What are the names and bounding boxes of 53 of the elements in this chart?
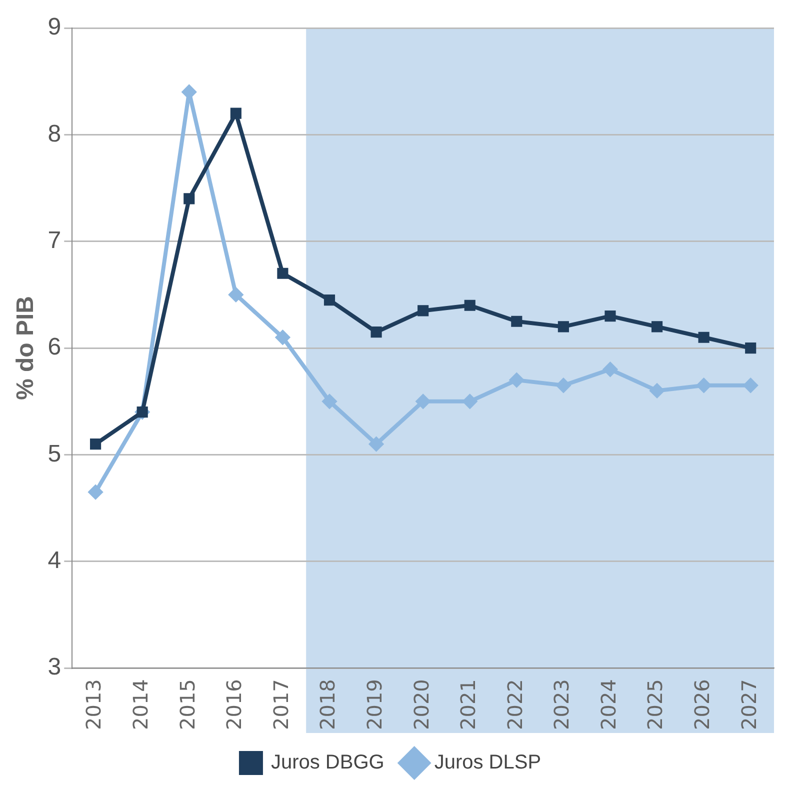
point <box>370 326 382 338</box>
point <box>604 310 616 322</box>
point <box>696 378 711 392</box>
point <box>88 485 103 500</box>
point <box>650 384 664 398</box>
point <box>745 342 756 354</box>
legend-label: Juros DBGG <box>270 752 384 774</box>
point <box>511 316 522 327</box>
y-tick-label: 7 <box>48 226 62 254</box>
point <box>276 330 290 344</box>
x-tick-label: 2015 <box>175 679 200 730</box>
x-tick-label: 2013 <box>82 679 106 730</box>
y-tick-label: 9 <box>48 14 62 41</box>
point <box>556 378 570 392</box>
x-tick-label: 2024 <box>596 679 620 730</box>
y-tick-label: 6 <box>48 334 62 361</box>
x-tick-label: 2016 <box>222 679 246 730</box>
point <box>416 394 430 408</box>
y-axis-title: % do PIB <box>12 296 40 400</box>
x-tick-label: 2027 <box>736 679 761 730</box>
point <box>510 373 524 388</box>
point <box>184 193 195 204</box>
point <box>418 305 429 316</box>
x-tick-label: 2020 <box>409 679 434 730</box>
point <box>464 300 476 311</box>
point <box>230 108 242 119</box>
point <box>322 394 336 408</box>
point <box>558 321 569 332</box>
x-tick-label: 2025 <box>643 679 668 730</box>
y-tick-label: 8 <box>48 120 62 148</box>
y-tick-label: 3 <box>48 654 62 681</box>
x-tick-label: 2022 <box>502 679 527 730</box>
point <box>228 288 243 302</box>
x-tick-label: 2023 <box>550 679 574 730</box>
legend-label: Juros DLSP <box>434 752 542 774</box>
point <box>90 438 102 450</box>
point <box>651 321 663 332</box>
point <box>698 332 710 343</box>
point <box>744 378 758 392</box>
point <box>277 268 288 279</box>
x-tick-label: 2026 <box>690 679 714 730</box>
x-tick-label: 2017 <box>268 679 293 730</box>
point <box>182 85 196 100</box>
x-tick-label: 2018 <box>316 679 340 730</box>
x-tick-label: 2014 <box>128 679 153 730</box>
y-tick-label: 5 <box>48 440 62 468</box>
x-tick-label: 2019 <box>362 679 386 730</box>
point <box>324 294 336 306</box>
x-tick-label: 2021 <box>456 679 480 730</box>
point <box>369 437 384 452</box>
point <box>603 362 618 376</box>
y-tick-label: 4 <box>48 547 62 574</box>
point <box>462 394 477 408</box>
